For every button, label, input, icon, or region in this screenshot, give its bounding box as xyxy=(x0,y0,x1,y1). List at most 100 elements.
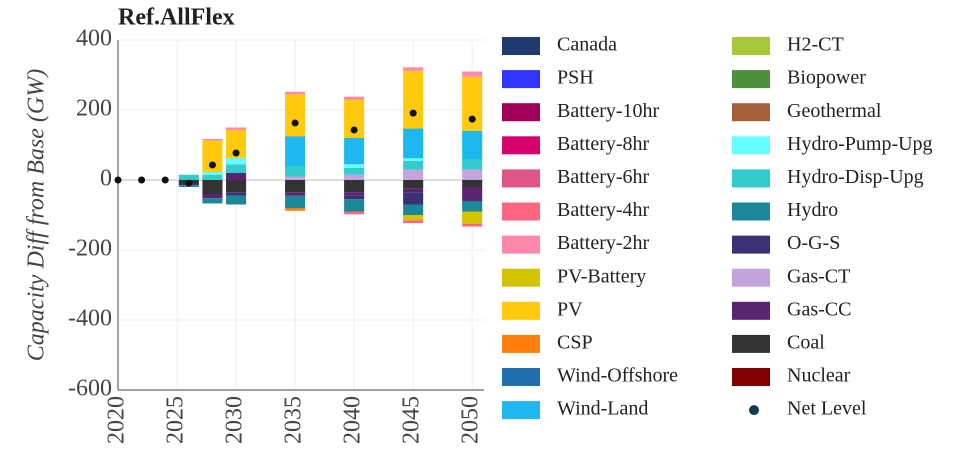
bar-segment xyxy=(462,180,483,187)
chart-title: Ref.AllFlex xyxy=(118,5,235,31)
bar-segment xyxy=(462,71,483,77)
bar-segment xyxy=(202,180,223,194)
legend-swatch xyxy=(502,37,540,55)
bar-segment xyxy=(202,174,223,180)
bar-segment xyxy=(403,192,424,205)
bar-segment xyxy=(344,96,365,100)
legend-swatch xyxy=(732,136,770,155)
legend-marker xyxy=(749,405,759,416)
bar-segment xyxy=(462,159,483,170)
x-tick-label: 2050 xyxy=(458,396,484,444)
y-axis-label: Capacity Diff from Base (GW) xyxy=(24,69,50,361)
legend-label: Battery-6hr xyxy=(557,166,650,188)
legend-swatch xyxy=(502,301,540,320)
legend-label: Canada xyxy=(557,34,617,56)
bar-segment xyxy=(285,195,306,208)
legend-label: CSP xyxy=(557,331,593,353)
legend-label: Hydro-Disp-Upg xyxy=(787,166,924,188)
x-tick-label: 2020 xyxy=(104,396,130,444)
net-level-point xyxy=(232,149,240,157)
legend-label: O-G-S xyxy=(787,232,840,254)
bar-segment xyxy=(202,139,223,141)
x-tick-label: 2030 xyxy=(222,396,248,444)
bar-segment xyxy=(344,99,365,138)
legend-label: PSH xyxy=(557,67,594,89)
bar-segment xyxy=(403,220,424,224)
legend-swatch xyxy=(502,401,540,420)
legend-label: Net Level xyxy=(787,398,867,420)
bar-segment xyxy=(285,94,306,137)
y-tick-label: 0 xyxy=(100,166,112,192)
bar-segment xyxy=(403,180,424,189)
legend-swatch xyxy=(732,169,770,188)
legend-swatch xyxy=(502,136,540,155)
bar-segment xyxy=(462,131,483,159)
bar-segment xyxy=(202,194,223,199)
bar-segment xyxy=(226,180,247,193)
bar-segment xyxy=(344,138,365,165)
bar-segment xyxy=(462,211,483,224)
legend-label: Wind-Land xyxy=(557,398,648,420)
bar-segment xyxy=(226,173,247,180)
legend-label: Hydro xyxy=(787,199,838,221)
legend-label: Hydro-Pump-Upg xyxy=(787,133,933,155)
legend-label: Biopower xyxy=(787,67,866,89)
legend-swatch xyxy=(502,268,540,287)
net-level-point xyxy=(409,109,417,117)
legend-swatch xyxy=(732,268,770,287)
legend-label: PV-Battery xyxy=(557,265,646,287)
legend-label: Nuclear xyxy=(787,365,851,387)
bar-segment xyxy=(403,215,424,221)
bar-segment xyxy=(226,192,247,196)
legend-swatch xyxy=(732,70,770,89)
legend-label: Wind-Offshore xyxy=(557,365,678,387)
bar-segment xyxy=(344,167,365,175)
legend-swatch xyxy=(732,301,770,320)
legend-swatch xyxy=(502,70,540,89)
bar-segment xyxy=(285,136,306,166)
y-tick-label: -200 xyxy=(68,236,112,262)
legend-label: Battery-8hr xyxy=(557,133,650,155)
legend-label: Battery-10hr xyxy=(557,100,660,122)
legend-swatch xyxy=(502,202,540,221)
legend-swatch xyxy=(732,334,770,353)
bar-segment xyxy=(344,199,365,212)
net-level-point xyxy=(138,176,146,184)
legend-label: H2-CT xyxy=(787,34,844,56)
bar-segment xyxy=(462,223,483,227)
bar-segment xyxy=(285,208,306,211)
net-level-point xyxy=(350,126,358,134)
x-tick-label: 2025 xyxy=(163,396,189,444)
bar-segment xyxy=(285,192,306,196)
legend-swatch xyxy=(732,235,770,254)
bar-segment xyxy=(344,180,365,193)
legend-label: Geothermal xyxy=(787,100,882,122)
bar-segment xyxy=(285,176,306,180)
legend-swatch xyxy=(732,103,770,122)
bar-segment xyxy=(462,76,483,131)
bar-segment xyxy=(344,195,365,200)
bar-segment xyxy=(403,158,424,161)
net-level-point xyxy=(208,161,216,169)
bar-segment xyxy=(285,166,306,177)
x-tick-label: 2035 xyxy=(281,396,307,444)
legend-swatch xyxy=(732,202,770,221)
y-tick-label: 400 xyxy=(76,26,112,52)
bar-segment xyxy=(285,180,306,193)
net-level-point xyxy=(185,179,193,187)
x-tick-label: 2045 xyxy=(399,396,425,444)
bar-segment xyxy=(403,70,424,129)
legend-label: Gas-CT xyxy=(787,265,850,287)
legend-swatch xyxy=(502,103,540,122)
bar-segment xyxy=(403,169,424,180)
bar-segment xyxy=(344,164,365,168)
bar-segment xyxy=(226,127,247,130)
net-level-point xyxy=(114,176,122,184)
legend-label: Battery-4hr xyxy=(557,199,650,221)
bar-segment xyxy=(344,211,365,215)
bar-segment xyxy=(226,195,247,205)
bar-segment xyxy=(202,198,223,204)
bar-segment xyxy=(462,169,483,180)
legend-label: Gas-CC xyxy=(787,298,851,320)
